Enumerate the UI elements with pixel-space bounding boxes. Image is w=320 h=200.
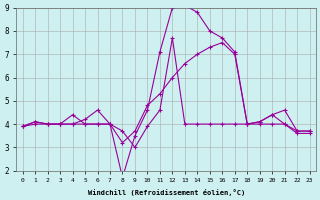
X-axis label: Windchill (Refroidissement éolien,°C): Windchill (Refroidissement éolien,°C) xyxy=(87,189,245,196)
